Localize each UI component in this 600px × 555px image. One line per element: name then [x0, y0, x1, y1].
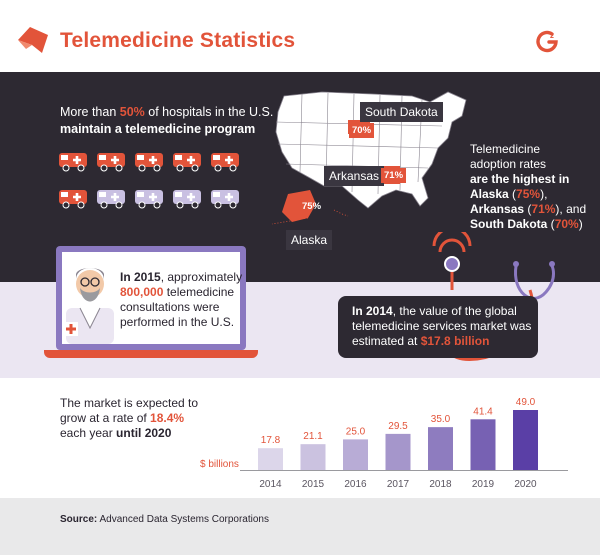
alaska-state — [282, 190, 316, 222]
hospitals-mid: of hospitals in the U.S. — [144, 105, 274, 119]
source-text: Advanced Data Systems Corporations — [97, 514, 269, 525]
page-title: Telemedicine Statistics — [60, 29, 296, 52]
bar-2018 — [428, 427, 453, 470]
bar-2015 — [300, 444, 326, 470]
hospitals-pre: More than — [60, 105, 120, 119]
growth-line1: The market is expected to grow at a rate… — [60, 396, 199, 425]
ambulance-icon — [172, 150, 202, 172]
hospitals-pct: 50% — [119, 105, 145, 119]
bar-value-label: 25.0 — [346, 426, 366, 437]
consultations-stat: In 2015, approximately 800,000 telemedic… — [120, 270, 245, 330]
ambulance-icon — [210, 150, 240, 172]
adoption-line2: adoption rates — [470, 157, 547, 171]
adoption-s1: Alaska — [470, 187, 509, 201]
x-tick-label: 2017 — [387, 479, 410, 490]
orange-flag-logo-icon — [18, 27, 48, 53]
adoption-p1: 75% — [516, 187, 541, 201]
bar-value-label: 29.5 — [388, 421, 408, 432]
ambulance-icon — [134, 187, 164, 209]
source-label: Source: — [60, 514, 98, 525]
bar-value-label: 49.0 — [516, 397, 536, 408]
adoption-s2: Arkansas — [470, 202, 525, 216]
adoption-and: , and — [559, 202, 587, 216]
adoption-stat: Telemedicine adoption rates are the high… — [470, 142, 587, 231]
hospitals-stat: More than 50% of hospitals in the U.S. m… — [60, 104, 300, 138]
pct-arkansas: 71% — [381, 168, 407, 183]
adoption-s3: South Dakota — [470, 217, 548, 231]
footer — [0, 498, 600, 555]
svg-text:2: 2 — [550, 33, 554, 40]
g2-logo-icon: 2 — [532, 26, 562, 56]
bar-2019 — [470, 419, 496, 470]
x-tick-label: 2019 — [472, 479, 495, 490]
ambulance-icon — [134, 150, 164, 172]
pct-south-dakota: 70% — [349, 123, 375, 138]
x-tick-label: 2016 — [344, 479, 367, 490]
laptop-base — [44, 350, 258, 358]
growth-rate: 18.4% — [150, 411, 185, 425]
hospitals-bold: maintain a telemedicine program — [60, 122, 256, 136]
ambulance-icon — [96, 150, 126, 172]
header — [0, 0, 600, 72]
x-tick-label: 2015 — [302, 479, 325, 490]
bar-value-label: 35.0 — [431, 414, 451, 425]
adoption-bold: are the highest in — [470, 172, 570, 186]
market-unit: billion — [450, 334, 490, 348]
x-tick-label: 2018 — [429, 479, 452, 490]
bar-2014 — [258, 448, 283, 470]
market-rest: , the value of the global telemedicine s… — [352, 304, 532, 348]
pct-alaska: 75% — [302, 201, 322, 212]
ambulance-icon — [172, 187, 202, 209]
ambulance-icon — [210, 187, 240, 209]
stethoscope-icon — [432, 232, 555, 361]
x-tick-label: 2014 — [259, 479, 282, 490]
market-growth-bar-chart: 17.8 2014 21.1 2015 25.0 2016 29.5 2017 35.0 2018… — [240, 397, 568, 490]
growth-line2: each year — [60, 426, 117, 440]
doctor-icon — [64, 268, 114, 344]
ambulance-icon — [58, 187, 88, 209]
bar-value-label: 41.4 — [473, 406, 493, 417]
ambulance-icon — [96, 187, 126, 209]
bar-2016 — [343, 439, 368, 470]
market-box — [338, 296, 538, 358]
growth-until: until 2020 — [116, 426, 172, 440]
consult-count: 800,000 — [120, 285, 164, 299]
adoption-p2: 71% — [531, 202, 556, 216]
label-alaska: Alaska — [286, 230, 333, 250]
consult-year: In 2015 — [120, 270, 161, 284]
label-arkansas: Arkansas — [324, 166, 385, 186]
bar-2020 — [513, 410, 538, 470]
market-year: In 2014 — [352, 304, 393, 318]
market-value: $17.8 — [420, 334, 451, 348]
x-tick-label: 2020 — [514, 479, 537, 490]
label-south-dakota: South Dakota — [360, 102, 443, 122]
growth-stat: The market is expected to grow at a rate… — [60, 396, 210, 441]
source-note: Source: Advanced Data Systems Corporatio… — [60, 514, 269, 525]
ambulance-icon — [58, 150, 88, 172]
chart-ylabel: $ billions — [200, 459, 239, 470]
consult-rest2: telemedicine consultations were performe… — [120, 285, 235, 329]
market-stat: In 2014, the value of the global telemed… — [352, 304, 532, 349]
bar-value-label: 17.8 — [261, 435, 281, 446]
adoption-line1: Telemedicine — [470, 142, 541, 156]
adoption-p3: 70% — [554, 217, 579, 231]
bar-value-label: 21.1 — [303, 431, 323, 442]
bar-2017 — [385, 433, 411, 470]
consult-rest1: , approximately — [160, 270, 243, 284]
